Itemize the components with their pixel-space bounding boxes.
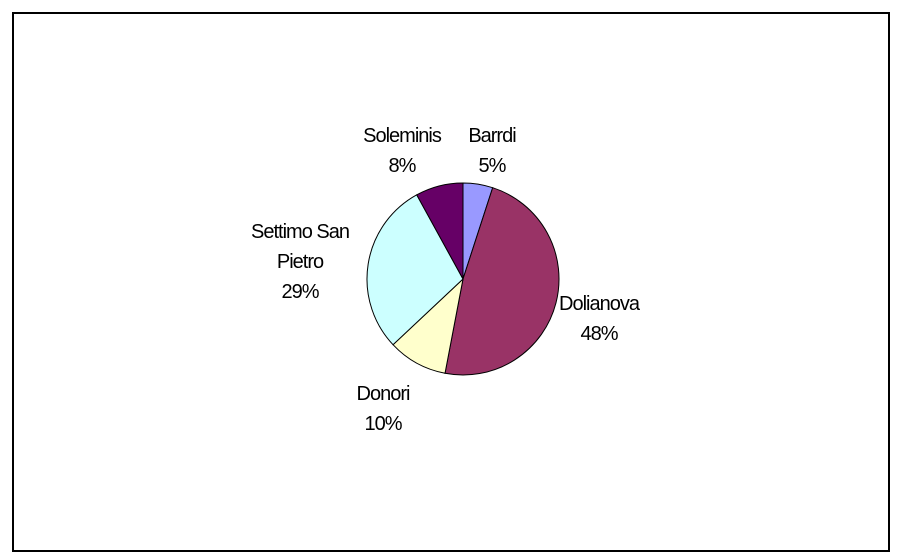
slice-name-label: Pietro — [277, 251, 324, 273]
slice-percent-label: 5% — [479, 155, 507, 177]
pie-slice-soleminis — [416, 182, 464, 280]
slice-label-barrdi: Barrdi 5% — [468, 125, 516, 177]
slice-name-label: Soleminis — [363, 125, 442, 147]
slice-name-label: Settimo San — [251, 221, 349, 243]
slice-percent-label: 48% — [580, 323, 618, 345]
slice-name-label: Donori — [357, 383, 410, 405]
slice-label-dolianova: Dolianova 48% — [559, 293, 641, 345]
slice-name-label: Dolianova — [559, 293, 641, 315]
pie-chart: Barrdi 5% Dolianova 48% Donori 10% Settimo San… — [251, 125, 642, 435]
slice-label-settimo-san-pietro: Settimo San Pietro 29% — [251, 221, 349, 303]
chart-area: Barrdi 5% Dolianova 48% Donori 10% Settimo San… — [12, 12, 890, 552]
slice-percent-label: 10% — [364, 413, 402, 435]
slice-name-label: Barrdi — [468, 125, 516, 147]
pie-slice-dolianova — [444, 187, 560, 376]
slice-label-soleminis: Soleminis 8% — [363, 125, 442, 177]
slice-percent-label: 29% — [281, 281, 319, 303]
slice-label-donori: Donori 10% — [357, 383, 410, 435]
pie-slice-settimo-san-pietro — [366, 194, 464, 346]
slice-percent-label: 8% — [389, 155, 417, 177]
pie-slices — [366, 182, 560, 376]
slice-labels: Barrdi 5% Dolianova 48% Donori 10% Settimo San… — [251, 125, 642, 435]
